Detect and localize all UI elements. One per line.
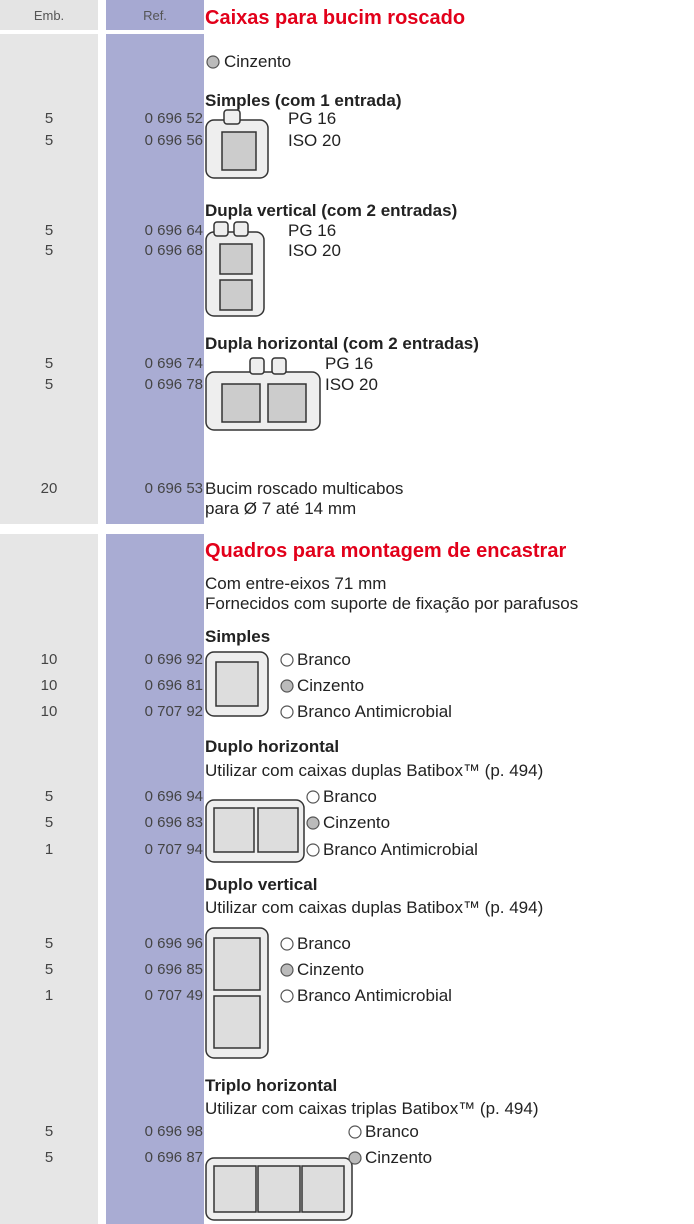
column-header: Ref. (143, 8, 167, 23)
emb: 20 (40, 480, 58, 497)
item-label: Branco (323, 787, 377, 806)
emb: 10 (40, 703, 58, 720)
item-label: Cinzento (323, 813, 391, 832)
color-swatch (280, 705, 294, 719)
ref: 0 696 96 (144, 935, 203, 952)
item-label: Branco Antimicrobial (297, 702, 452, 721)
ref: 0 696 81 (144, 677, 203, 694)
emb: 5 (44, 1123, 54, 1140)
item-label: ISO 20 (288, 131, 341, 150)
group-name: Simples (205, 627, 271, 646)
item-label: Cinzento (297, 960, 365, 979)
group-name: Duplo horizontal (205, 737, 340, 756)
ref: 0 696 68 (144, 242, 203, 259)
emb: 10 (40, 651, 58, 668)
ref: 0 696 98 (144, 1123, 203, 1140)
intro: Com entre-eixos 71 mm (205, 574, 387, 593)
color-swatch (280, 989, 294, 1003)
emb: 1 (44, 987, 54, 1004)
item-label: Branco (365, 1122, 419, 1141)
item-label: PG 16 (325, 354, 374, 373)
item-label: ISO 20 (288, 241, 341, 260)
ref: 0 707 49 (144, 987, 203, 1004)
ref: 0 696 94 (144, 788, 203, 805)
section-title: Quadros para montagem de encastrar (205, 540, 567, 562)
item-label: PG 16 (288, 109, 337, 128)
emb: 5 (44, 376, 54, 393)
item-label: Branco (297, 934, 351, 953)
ref: 0 696 52 (144, 110, 203, 127)
ref: 0 696 74 (144, 355, 203, 372)
ref: 0 707 92 (144, 703, 203, 720)
item-label: PG 16 (288, 221, 337, 240)
item-label: Branco (297, 650, 351, 669)
ref: 0 696 56 (144, 132, 203, 149)
ref: 0 707 94 (144, 841, 203, 858)
group-name: Triplo horizontal (205, 1076, 338, 1095)
section-title: Caixas para bucim roscado (205, 7, 466, 29)
column-header: Emb. (33, 8, 65, 23)
item-label: Cinzento (365, 1148, 433, 1167)
intro: Fornecidos com suporte de fixação por pa… (205, 594, 579, 613)
ref: 0 696 78 (144, 376, 203, 393)
group-name: Dupla horizontal (com 2 entradas) (205, 334, 479, 353)
item-label: ISO 20 (325, 375, 378, 394)
item-label: Branco Antimicrobial (323, 840, 478, 859)
group-note: Utilizar com caixas duplas Batibox™ (p. … (205, 898, 544, 917)
item-label: Cinzento (297, 676, 365, 695)
emb: 5 (44, 242, 54, 259)
emb: 5 (44, 222, 54, 239)
emb: 5 (44, 814, 54, 831)
color-note: Cinzento (224, 52, 292, 71)
color-swatch (306, 816, 320, 830)
emb: 5 (44, 1149, 54, 1166)
emb: 5 (44, 355, 54, 372)
ref: 0 696 92 (144, 651, 203, 668)
color-swatch (348, 1151, 362, 1165)
item-label: Bucim roscado multicabos (205, 479, 404, 498)
group-name: Duplo vertical (205, 875, 318, 894)
ref: 0 696 64 (144, 222, 203, 239)
group-name: Dupla vertical (com 2 entradas) (205, 201, 458, 220)
color-swatch (348, 1125, 362, 1139)
color-swatch (280, 679, 294, 693)
color-swatch (280, 653, 294, 667)
emb: 5 (44, 961, 54, 978)
emb: 5 (44, 935, 54, 952)
ref: 0 696 87 (144, 1149, 203, 1166)
ref: 0 696 85 (144, 961, 203, 978)
color-swatch (206, 55, 220, 69)
group-note: Utilizar com caixas duplas Batibox™ (p. … (205, 761, 544, 780)
ref: 0 696 83 (144, 814, 203, 831)
emb: 1 (44, 841, 54, 858)
group-note: Utilizar com caixas triplas Batibox™ (p.… (205, 1099, 539, 1118)
emb: 5 (44, 132, 54, 149)
color-swatch (280, 937, 294, 951)
item-label: Branco Antimicrobial (297, 986, 452, 1005)
group-name: Simples (com 1 entrada) (205, 91, 402, 110)
emb: 5 (44, 110, 54, 127)
color-swatch (280, 963, 294, 977)
color-swatch (306, 790, 320, 804)
emb: 10 (40, 677, 58, 694)
emb: 5 (44, 788, 54, 805)
color-swatch (306, 843, 320, 857)
ref: 0 696 53 (144, 480, 203, 497)
item-label: para Ø 7 até 14 mm (205, 499, 357, 518)
